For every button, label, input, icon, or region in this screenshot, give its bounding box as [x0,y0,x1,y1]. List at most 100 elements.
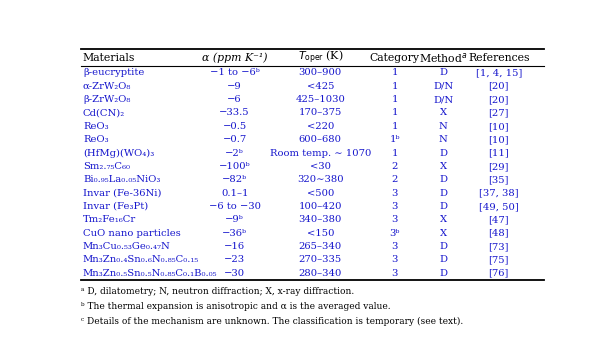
Text: β-ZrW₂O₈: β-ZrW₂O₈ [83,95,131,104]
Text: Category: Category [370,53,419,63]
Text: ReO₃: ReO₃ [83,135,109,144]
Text: 340–380: 340–380 [299,215,342,224]
Text: 3: 3 [392,242,398,251]
Text: 1: 1 [392,122,398,131]
Text: −30: −30 [224,269,245,278]
Text: −33.5: −33.5 [219,108,250,118]
Text: 2: 2 [392,175,398,184]
Text: 2: 2 [392,162,398,171]
Text: <425: <425 [307,82,334,91]
Text: Tm₂Fe₁₆Cr: Tm₂Fe₁₆Cr [83,215,136,224]
Text: Bi₀.₉₅La₀.₀₅NiO₃: Bi₀.₉₅La₀.₀₅NiO₃ [83,175,160,184]
Text: X: X [439,162,447,171]
Text: −36ᵇ: −36ᵇ [222,229,247,238]
Text: [73]: [73] [489,242,509,251]
Text: 600–680: 600–680 [299,135,342,144]
Text: −9: −9 [227,82,242,91]
Text: −9ᵇ: −9ᵇ [225,215,244,224]
Text: β-eucryptite: β-eucryptite [83,68,144,78]
Text: X: X [439,108,447,118]
Text: −16: −16 [224,242,245,251]
Text: N: N [439,122,447,131]
Text: α (ppm K⁻¹): α (ppm K⁻¹) [202,52,268,63]
Text: D: D [439,242,447,251]
Text: [10]: [10] [489,135,509,144]
Text: −6: −6 [228,95,242,104]
Text: −82ᵇ: −82ᵇ [222,175,247,184]
Text: [35]: [35] [489,175,509,184]
Text: 170–375: 170–375 [299,108,342,118]
Text: N: N [439,135,447,144]
Text: [27]: [27] [489,108,509,118]
Text: 3ᵇ: 3ᵇ [389,229,399,238]
Text: ᵇ The thermal expansion is anisotropic and α is the averaged value.: ᵇ The thermal expansion is anisotropic a… [81,302,390,311]
Text: [48]: [48] [489,229,509,238]
Text: 1: 1 [392,95,398,104]
Text: −2ᵇ: −2ᵇ [225,149,244,158]
Text: X: X [439,229,447,238]
Text: D: D [439,149,447,158]
Text: Mn₃Zn₀.₄Sn₀.₆N₀.₈₅C₀.₁₅: Mn₃Zn₀.₄Sn₀.₆N₀.₈₅C₀.₁₅ [83,255,199,264]
Text: (HfMg)(WO₄)₃: (HfMg)(WO₄)₃ [83,148,154,158]
Text: D/N: D/N [433,82,453,91]
Text: D: D [439,68,447,78]
Text: Cd(CN)₂: Cd(CN)₂ [83,108,125,118]
Text: D: D [439,255,447,264]
Text: 270–335: 270–335 [299,255,342,264]
Text: [1, 4, 15]: [1, 4, 15] [475,68,522,78]
Text: [76]: [76] [489,269,509,278]
Text: <30: <30 [310,162,331,171]
Text: <500: <500 [307,189,334,198]
Text: 425–1030: 425–1030 [296,95,345,104]
Text: <220: <220 [307,122,334,131]
Text: <150: <150 [307,229,334,238]
Text: 1: 1 [392,108,398,118]
Text: [75]: [75] [489,255,509,264]
Text: −100ᵇ: −100ᵇ [219,162,251,171]
Text: D: D [439,189,447,198]
Text: [47]: [47] [489,215,509,224]
Text: [11]: [11] [489,149,509,158]
Text: D: D [439,202,447,211]
Text: Materials: Materials [83,53,135,63]
Text: Invar (Fe-36Ni): Invar (Fe-36Ni) [83,189,161,198]
Text: [20]: [20] [489,82,509,91]
Text: 100–420: 100–420 [299,202,342,211]
Text: [29]: [29] [489,162,509,171]
Text: Method$^{a}$: Method$^{a}$ [419,51,467,65]
Text: [37, 38]: [37, 38] [479,189,518,198]
Text: Mn₃Cu₀.₅₃Ge₀.₄₇N: Mn₃Cu₀.₅₃Ge₀.₄₇N [83,242,171,251]
Text: −0.7: −0.7 [223,135,247,144]
Text: References: References [468,53,529,63]
Text: [49, 50]: [49, 50] [479,202,518,211]
Text: D/N: D/N [433,95,453,104]
Text: 320∼380: 320∼380 [297,175,344,184]
Text: [20]: [20] [489,95,509,104]
Text: D: D [439,175,447,184]
Text: α-ZrW₂O₈: α-ZrW₂O₈ [83,82,131,91]
Text: 3: 3 [392,269,398,278]
Text: Sm₂.₇₅C₆₀: Sm₂.₇₅C₆₀ [83,162,130,171]
Text: 1ᵇ: 1ᵇ [389,135,400,144]
Text: X: X [439,215,447,224]
Text: D: D [439,269,447,278]
Text: 3: 3 [392,189,398,198]
Text: Room temp. ∼ 1070: Room temp. ∼ 1070 [270,149,371,158]
Text: 3: 3 [392,202,398,211]
Text: 280–340: 280–340 [299,269,342,278]
Text: ᵃ D, dilatometry; N, neutron diffraction; X, x-ray diffraction.: ᵃ D, dilatometry; N, neutron diffraction… [81,287,354,296]
Text: $\mathit{T}_{\mathrm{oper}}$ (K): $\mathit{T}_{\mathrm{oper}}$ (K) [297,49,343,67]
Text: 0.1–1: 0.1–1 [221,189,248,198]
Text: −0.5: −0.5 [223,122,247,131]
Text: Invar (Fe₃Pt): Invar (Fe₃Pt) [83,202,148,211]
Text: 1: 1 [392,149,398,158]
Text: [10]: [10] [489,122,509,131]
Text: −6 to −30: −6 to −30 [209,202,260,211]
Text: −23: −23 [224,255,245,264]
Text: ᶜ Details of the mechanism are unknown. The classification is temporary (see tex: ᶜ Details of the mechanism are unknown. … [81,317,463,326]
Text: 300–900: 300–900 [299,68,342,78]
Text: 3: 3 [392,215,398,224]
Text: Mn₃Zn₀.₅Sn₀.₅N₀.₈₅C₀.₁B₀.₀₅: Mn₃Zn₀.₅Sn₀.₅N₀.₈₅C₀.₁B₀.₀₅ [83,269,217,278]
Text: CuO nano particles: CuO nano particles [83,229,181,238]
Text: 1: 1 [392,82,398,91]
